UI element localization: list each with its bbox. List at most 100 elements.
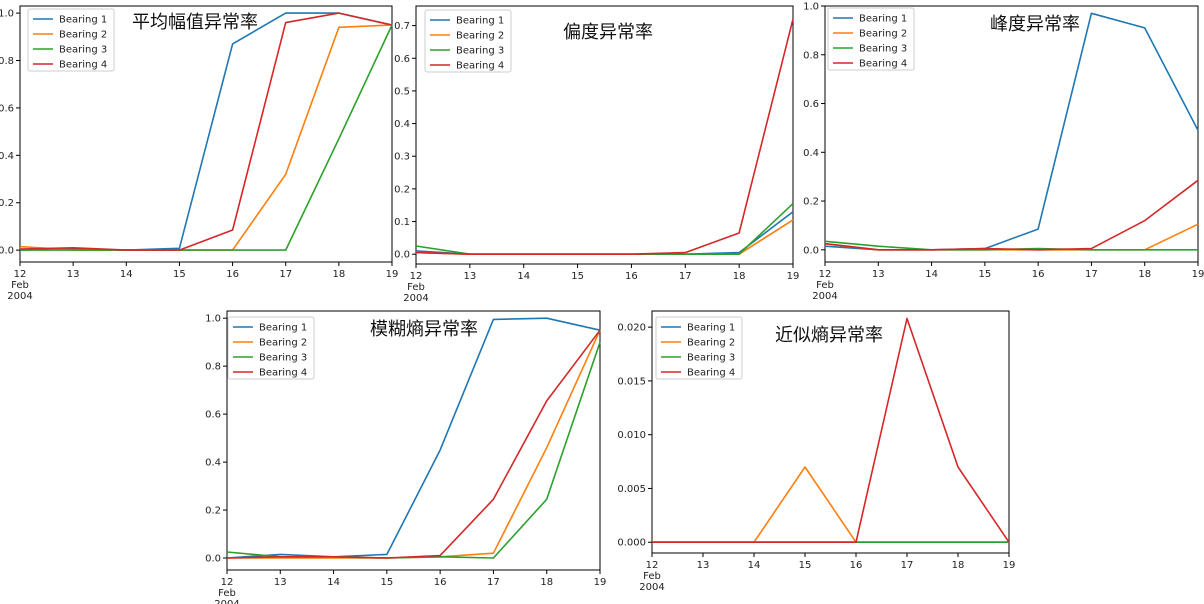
y-tick-label: 0.8 [0, 56, 14, 67]
y-tick-label: 0.5 [394, 86, 410, 97]
x-tick-label: 19 [386, 269, 399, 280]
y-tick-label: 0.005 [617, 484, 646, 495]
y-tick-label: 0.0 [394, 250, 410, 261]
x-tick-label: 16 [625, 271, 638, 282]
x-tick-label: 19 [1003, 560, 1016, 571]
x-tick-label: 16 [850, 560, 863, 571]
x-tick-label: 14 [120, 269, 133, 280]
series-line-bearing-4 [19, 12, 393, 251]
chart-svg-approx-entropy: 0.000 0.005 0.010 0.015 0.020 12 13 14 15 16 17 18 1… [617, 310, 1016, 593]
y-tick-label: 0.7 [394, 21, 410, 32]
series-line-bearing-2 [415, 219, 794, 255]
y-tick-label: 0.4 [205, 458, 221, 469]
x-tick-label: 18 [952, 560, 965, 571]
x-tick-label: 18 [540, 577, 553, 588]
x-tick-label-date: 2004 [214, 599, 239, 604]
legend-box [655, 316, 743, 380]
x-tick-label: 18 [733, 271, 746, 282]
y-tick-label: 0.6 [394, 54, 410, 65]
chart-svg-skewness: 0.0 0.1 0.2 0.3 0.4 0.5 0.6 0.7 12 13 14 15 16 17 18 19… [394, 5, 800, 304]
x-tick-label: 13 [697, 560, 710, 571]
y-tick-label: 0.4 [0, 151, 14, 162]
legend-label-bearing-4: Bearing 4 [59, 60, 107, 71]
series-line-bearing-1 [226, 317, 601, 559]
y-tick-label: 0.6 [0, 103, 14, 114]
legend-label-bearing-1: Bearing 1 [456, 16, 504, 27]
series-line-bearing-4 [226, 329, 601, 559]
chart-title: 平均幅值异常率 [132, 12, 258, 33]
y-tick-label: 1.0 [803, 2, 819, 13]
x-tick-label: 18 [1138, 269, 1151, 280]
x-tick-label: 13 [274, 577, 287, 588]
legend-label-bearing-3: Bearing 3 [859, 44, 907, 55]
y-tick-label: 0.015 [617, 376, 646, 387]
y-tick-label: 0.2 [803, 197, 819, 208]
y-tick-label: 0.8 [205, 362, 221, 373]
x-tick-label: 18 [332, 269, 345, 280]
series-line-bearing-1 [415, 211, 794, 255]
y-tick-label: 0.010 [617, 430, 646, 441]
x-tick-label-date: 2004 [7, 291, 32, 302]
y-tick-label: 0.4 [803, 148, 819, 159]
x-tick-label: 16 [1032, 269, 1045, 280]
chart-svg-fuzzy-entropy: 0.0 0.2 0.4 0.6 0.8 1.0 12 13 14 15 16 17 18 19 Feb200… [205, 310, 606, 604]
chart-svg-kurtosis: 0.0 0.2 0.4 0.6 0.8 1.0 12 13 14 15 16 17 18 19 Feb200… [803, 2, 1204, 303]
series-line-bearing-3 [20, 24, 393, 251]
y-tick-label: 0.2 [0, 198, 14, 209]
chart-title: 偏度异常率 [563, 22, 653, 43]
legend-label-bearing-2: Bearing 2 [259, 338, 307, 349]
chart-svg-mean-amplitude: 0.0 0.2 0.4 0.6 0.8 1.0 12 13 14 15 16 17 18 19 Feb200… [0, 5, 399, 302]
chart-title: 近似熵异常率 [775, 325, 883, 346]
x-tick-label: 15 [380, 577, 393, 588]
chart-panel-kurtosis: 0.0 0.2 0.4 0.6 0.8 1.0 12 13 14 15 16 17 18 19 Feb 200… [800, 0, 1204, 305]
plot-frame [226, 310, 601, 571]
legend-label-bearing-2: Bearing 2 [687, 338, 735, 349]
y-tick-label: 0.0 [0, 246, 14, 257]
plot-frame [824, 5, 1199, 263]
x-tick-label: 15 [799, 560, 812, 571]
x-tick-label: 19 [787, 271, 800, 282]
x-tick-label-date: 2004 [812, 291, 837, 302]
y-tick-label: 1.0 [0, 9, 14, 20]
y-tick-label: 0.000 [617, 538, 646, 549]
y-tick-label: 1.0 [205, 314, 221, 325]
legend-label-bearing-4: Bearing 4 [456, 61, 504, 72]
x-tick-label: 13 [463, 271, 476, 282]
y-tick-label: 0.3 [394, 152, 410, 163]
plot-frame [651, 310, 1010, 554]
legend-box [27, 8, 115, 72]
legend-label-bearing-3: Bearing 3 [259, 353, 307, 364]
plot-frame [415, 5, 794, 265]
legend-label-bearing-2: Bearing 2 [59, 30, 107, 41]
x-tick-label: 15 [173, 269, 186, 280]
legend-label-bearing-1: Bearing 1 [259, 323, 307, 334]
series-line-bearing-1 [19, 12, 393, 251]
x-tick-label: 17 [487, 577, 500, 588]
x-tick-label: 15 [571, 271, 584, 282]
legend-label-bearing-3: Bearing 3 [456, 46, 504, 57]
legend-label-bearing-3: Bearing 3 [59, 45, 107, 56]
x-tick-label: 14 [748, 560, 761, 571]
x-tick-label: 12 [221, 577, 234, 588]
legend-label-bearing-3: Bearing 3 [687, 353, 735, 364]
series-line-bearing-2 [652, 466, 1009, 543]
x-tick-label: 13 [872, 269, 885, 280]
legend-label-bearing-2: Bearing 2 [456, 31, 504, 42]
y-tick-label: 0.4 [394, 119, 410, 130]
x-tick-label: 17 [679, 271, 692, 282]
chart-panel-fuzzy-entropy: 0.0 0.2 0.4 0.6 0.8 1.0 12 13 14 15 16 17 18 19 Feb200… [192, 305, 606, 604]
chart-panel-skewness: 0.0 0.1 0.2 0.3 0.4 0.5 0.6 0.7 12 13 14 15 16 17 18 19… [394, 0, 800, 305]
x-tick-label: 12 [410, 271, 423, 282]
x-tick-label: 14 [517, 271, 530, 282]
x-tick-label: 13 [67, 269, 80, 280]
x-tick-label: 16 [226, 269, 239, 280]
series-line-bearing-3 [415, 203, 794, 255]
series-line-bearing-4 [652, 317, 1010, 543]
y-tick-label: 0.0 [803, 245, 819, 256]
x-tick-label: 14 [327, 577, 340, 588]
x-tick-label-date: Feb [11, 280, 29, 291]
legend-box [227, 316, 315, 380]
legend-box [827, 7, 915, 71]
x-tick-label: 19 [1192, 269, 1204, 280]
chart-panel-mean-amplitude: 0.0 0.2 0.4 0.6 0.8 1.0 12 13 14 15 16 17 18 19 Feb 200… [0, 0, 398, 305]
